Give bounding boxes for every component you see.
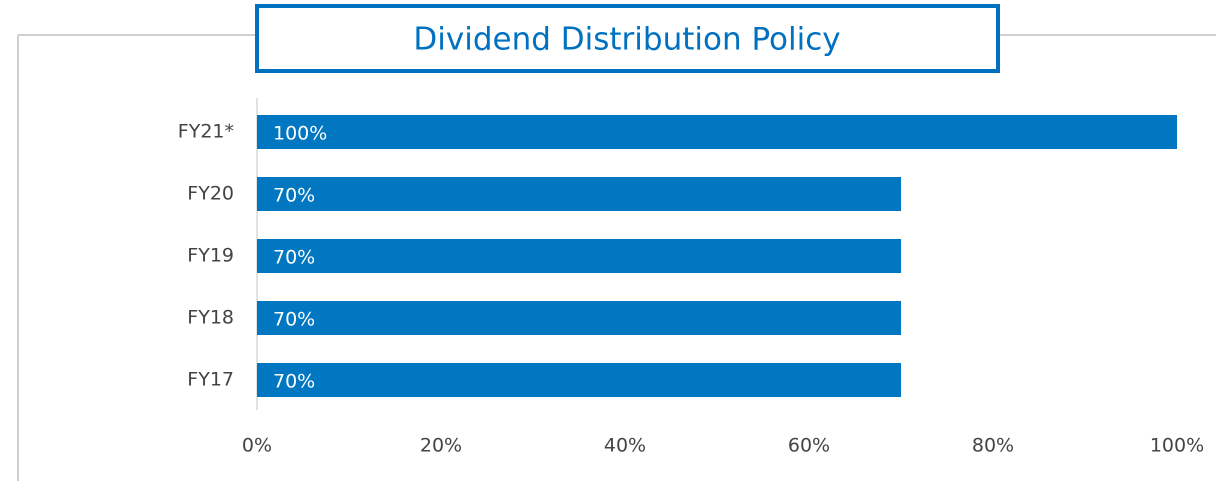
bar [257, 363, 901, 397]
value-label: 100% [273, 123, 327, 145]
x-tick-label: 100% [1150, 435, 1204, 457]
y-tick-label: FY18 [187, 307, 234, 329]
y-tick-label: FY19 [187, 245, 234, 267]
x-tick-label: 80% [972, 435, 1014, 457]
value-label: 70% [273, 247, 315, 269]
value-label: 70% [273, 371, 315, 393]
value-label: 70% [273, 309, 315, 331]
y-tick-label: FY20 [187, 183, 234, 205]
y-tick-label: FY21* [178, 121, 234, 143]
x-tick-label: 20% [420, 435, 462, 457]
chart-title: Dividend Distribution Policy [413, 22, 840, 58]
value-label: 70% [273, 185, 315, 207]
x-tick-label: 60% [788, 435, 830, 457]
x-tick-label: 0% [242, 435, 272, 457]
bar [257, 177, 901, 211]
x-tick-label: 40% [604, 435, 646, 457]
y-tick-label: FY17 [187, 369, 234, 391]
bar [257, 115, 1177, 149]
bar [257, 301, 901, 335]
bar [257, 239, 901, 273]
title-box [255, 4, 1000, 73]
